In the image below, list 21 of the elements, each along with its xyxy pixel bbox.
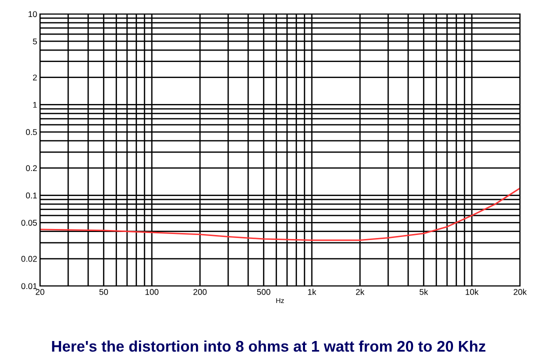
y-tick-label: 0.2 [26, 165, 37, 172]
x-tick-label: 500 [257, 289, 270, 295]
x-tick-label: 10k [466, 288, 479, 295]
x-tick-label: 50 [99, 289, 108, 295]
y-tick-label: 0.02 [21, 256, 37, 262]
y-tick-label: 10 [28, 11, 37, 18]
x-tick-label: 20k [514, 288, 527, 295]
y-tick-label: 5 [32, 38, 37, 44]
y-tick-label: 2 [33, 74, 37, 80]
y-tick-label: 1 [33, 102, 37, 108]
x-tick-label: 20 [36, 289, 44, 295]
y-tick-label: 0.05 [21, 220, 37, 226]
x-tick-label: 200 [193, 289, 207, 295]
y-tick-label: 0.01 [21, 283, 37, 290]
text: Here's the distortion into 8 ohms at 1 watt from 20 to 20 Khz [52, 340, 486, 352]
y-tick-label: 0.1 [26, 192, 37, 198]
x-tick-label: 2k [356, 288, 364, 295]
x-tick-label: 1k [308, 288, 316, 295]
x-tick-label: 100 [146, 289, 158, 295]
y-tick-label: 0.5 [26, 129, 37, 136]
x-tick-label: 5k [420, 288, 428, 295]
